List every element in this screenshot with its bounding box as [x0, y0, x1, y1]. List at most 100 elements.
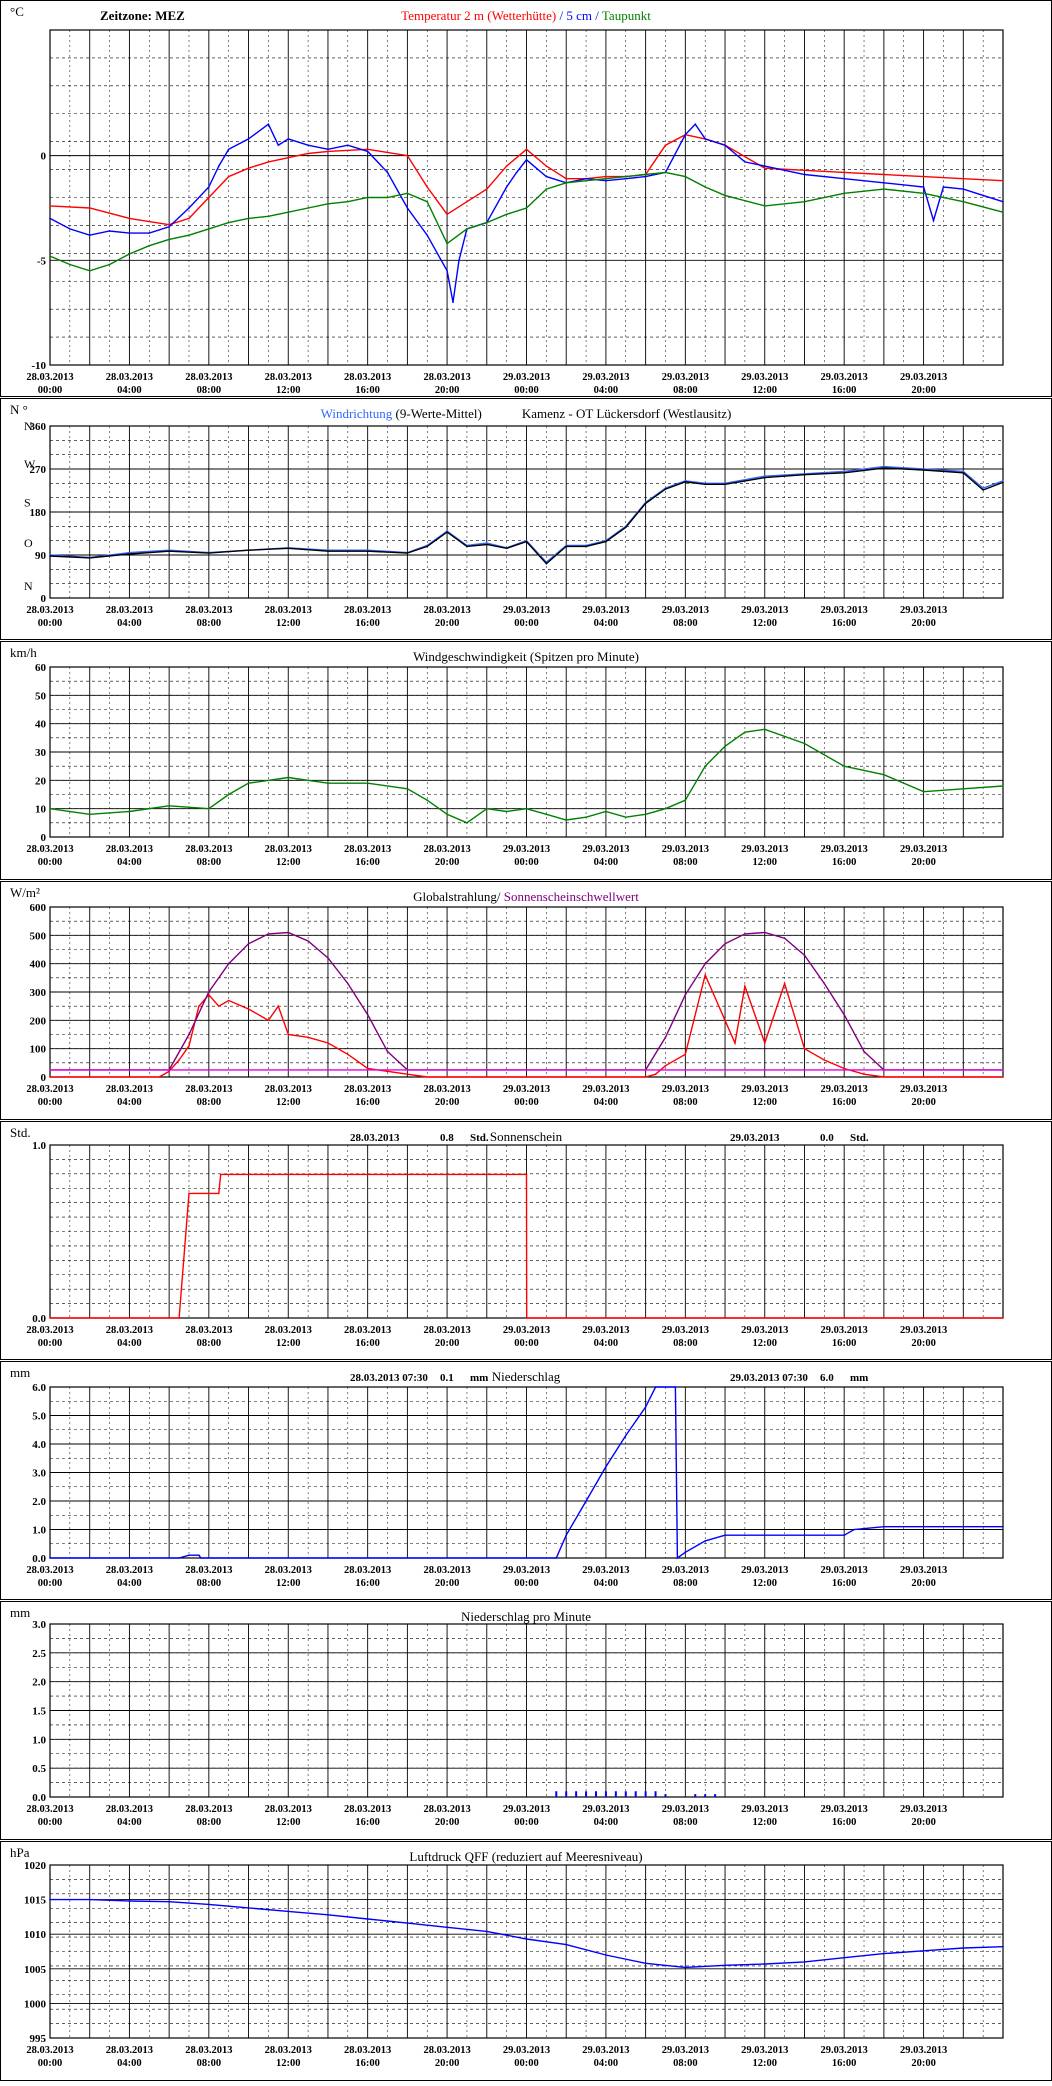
data-point: [188, 217, 190, 220]
y-tick-label: 20: [35, 775, 47, 787]
unit-label: W/m²: [10, 885, 40, 900]
x-tick-date: 29.03.2013: [503, 2045, 550, 2056]
x-tick-time: 12:00: [753, 1817, 778, 1828]
x-tick-time: 00:00: [38, 2058, 63, 2069]
data-point: [168, 238, 170, 241]
y-tick-label: 60: [35, 662, 47, 674]
data-point: [485, 543, 488, 546]
x-tick-date: 28.03.2013: [106, 1084, 153, 1095]
data-point: [446, 1076, 448, 1078]
x-tick-date: 28.03.2013: [26, 1804, 73, 1815]
data-point: [277, 144, 280, 146]
data-point: [485, 188, 488, 190]
data-point: [624, 816, 627, 818]
data-point: [366, 1067, 369, 1070]
data-point: [843, 1534, 845, 1536]
data-point: [525, 1317, 528, 1319]
x-tick-time: 12:00: [276, 1817, 301, 1828]
data-point: [327, 150, 329, 153]
data-point: [347, 144, 349, 146]
x-tick-time: 12:00: [753, 1097, 778, 1108]
x-tick-date: 29.03.2013: [503, 1565, 550, 1576]
data-point: [982, 487, 984, 489]
data-point: [386, 171, 389, 174]
data-point: [704, 1540, 706, 1542]
y-tick-label: 400: [30, 959, 47, 971]
y-tick-label: 90: [35, 550, 47, 562]
x-tick-time: 04:00: [594, 618, 619, 629]
data-bar: [624, 1791, 627, 1797]
data-point: [545, 188, 548, 190]
data-point: [704, 765, 706, 767]
data-point: [803, 1961, 806, 1963]
x-tick-date: 28.03.2013: [423, 1804, 470, 1815]
x-tick-time: 12:00: [753, 1578, 778, 1589]
data-point: [853, 1528, 855, 1531]
y-tick-label: 100: [30, 1044, 47, 1056]
data-point: [843, 1013, 845, 1016]
data-point: [565, 819, 568, 821]
data-point: [555, 1557, 558, 1559]
data-point: [704, 962, 706, 965]
series-line: [49, 467, 1004, 565]
x-tick-date: 29.03.2013: [900, 1804, 947, 1815]
data-point: [148, 244, 151, 247]
data-point: [783, 982, 786, 985]
data-point: [505, 186, 508, 188]
y-tick-label: 1.0: [32, 1525, 46, 1537]
data-point: [466, 200, 468, 203]
title-part: Taupunkt: [602, 8, 651, 23]
data-point: [217, 1005, 220, 1007]
data-point: [565, 177, 568, 180]
x-tick-date: 29.03.2013: [582, 1084, 629, 1095]
x-tick-date: 29.03.2013: [900, 605, 947, 616]
data-point: [724, 483, 726, 486]
x-tick-time: 20:00: [435, 1338, 460, 1349]
data-point: [843, 192, 845, 195]
unit-label: mm: [10, 1365, 30, 1380]
data-point: [446, 213, 448, 216]
data-point: [803, 169, 806, 172]
x-tick-date: 29.03.2013: [503, 605, 550, 616]
data-point: [178, 1317, 180, 1319]
data-point: [327, 957, 329, 959]
x-tick-date: 28.03.2013: [185, 844, 232, 855]
data-point: [664, 488, 667, 490]
data-point: [287, 931, 290, 934]
data-point: [49, 807, 51, 810]
x-tick-date: 28.03.2013: [423, 1565, 470, 1576]
x-tick-date: 28.03.2013: [344, 1804, 391, 1815]
data-point: [962, 1947, 965, 1949]
data-point: [962, 788, 965, 790]
compass-label: W: [24, 457, 36, 471]
data-point: [644, 173, 647, 176]
data-point: [783, 169, 786, 172]
data-point: [744, 985, 746, 988]
y-tick-label: 200: [30, 1015, 47, 1027]
data-point: [267, 1019, 270, 1022]
data-point: [1002, 1525, 1004, 1528]
x-tick-time: 16:00: [355, 1097, 380, 1108]
data-bar: [565, 1791, 568, 1797]
annotation-value: 0.1: [440, 1372, 454, 1384]
grid: [49, 1623, 1004, 1798]
data-point: [208, 807, 210, 810]
y-tick-label: 3.0: [32, 1619, 46, 1631]
data-point: [406, 207, 409, 209]
x-tick-date: 29.03.2013: [741, 372, 788, 383]
x-tick-date: 29.03.2013: [821, 372, 868, 383]
x-tick-time: 16:00: [355, 618, 380, 629]
data-point: [406, 1073, 409, 1075]
x-tick-date: 28.03.2013: [106, 844, 153, 855]
title-part: Windrichtung: [321, 406, 393, 421]
x-tick-time: 20:00: [435, 857, 460, 868]
data-point: [267, 215, 270, 218]
data-point: [366, 196, 369, 199]
x-tick-time: 08:00: [673, 618, 698, 629]
data-point: [823, 1059, 826, 1061]
chart-pressure: 1020 1015 1010 1005 1000 995 hPa 28.03.2013 00:0…: [0, 1841, 1052, 2081]
data-point: [366, 782, 369, 784]
data-point: [883, 1525, 885, 1528]
